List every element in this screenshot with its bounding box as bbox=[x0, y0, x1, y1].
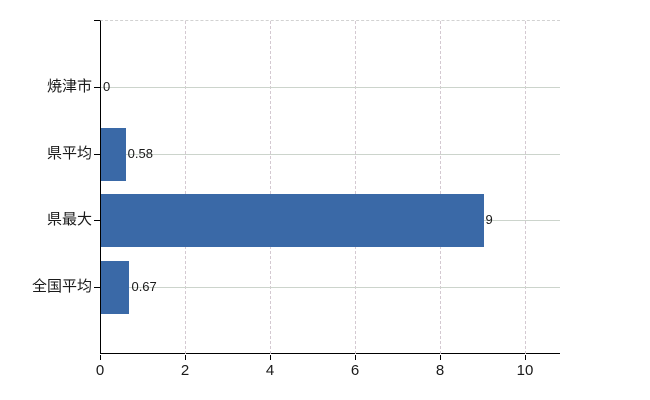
category-label: 焼津市 bbox=[46, 78, 92, 95]
bar-value-label: 0 bbox=[103, 79, 111, 94]
y-axis-tick bbox=[94, 220, 100, 221]
gridline-horizontal bbox=[101, 87, 560, 88]
bar-value-label: 0.58 bbox=[127, 146, 153, 161]
gridline-horizontal bbox=[101, 287, 560, 288]
x-axis-tick bbox=[525, 355, 526, 360]
category-label: 県平均 bbox=[46, 145, 92, 162]
bar bbox=[101, 193, 484, 247]
x-axis-tick bbox=[270, 355, 271, 360]
gridline-horizontal bbox=[101, 154, 560, 155]
y-axis-tick bbox=[94, 20, 100, 21]
y-axis-tick bbox=[94, 87, 100, 88]
x-axis-tick-label: 4 bbox=[265, 362, 275, 379]
x-axis-tick-label: 10 bbox=[516, 362, 534, 379]
x-axis-tick-label: 8 bbox=[435, 362, 445, 379]
x-axis-tick-label: 2 bbox=[180, 362, 190, 379]
gridline-vertical bbox=[185, 21, 186, 354]
plot-area-frame bbox=[100, 20, 560, 354]
gridline-vertical bbox=[440, 21, 441, 354]
gridline-vertical bbox=[525, 21, 526, 354]
bar bbox=[101, 127, 126, 181]
x-axis-tick bbox=[100, 355, 101, 360]
category-label: 全国平均 bbox=[31, 278, 92, 295]
bar bbox=[101, 260, 130, 314]
y-axis-tick bbox=[94, 154, 100, 155]
gridline-vertical bbox=[270, 21, 271, 354]
x-axis-tick-label: 0 bbox=[95, 362, 105, 379]
bar-value-label: 9 bbox=[485, 212, 493, 227]
y-axis-tick bbox=[94, 287, 100, 288]
gridline-vertical bbox=[355, 21, 356, 354]
x-axis-tick-label: 6 bbox=[350, 362, 360, 379]
x-axis-tick bbox=[185, 355, 186, 360]
x-axis-tick bbox=[440, 355, 441, 360]
x-axis-tick bbox=[355, 355, 356, 360]
category-label: 県最大 bbox=[46, 211, 92, 228]
bar-value-label: 0.67 bbox=[131, 279, 157, 294]
